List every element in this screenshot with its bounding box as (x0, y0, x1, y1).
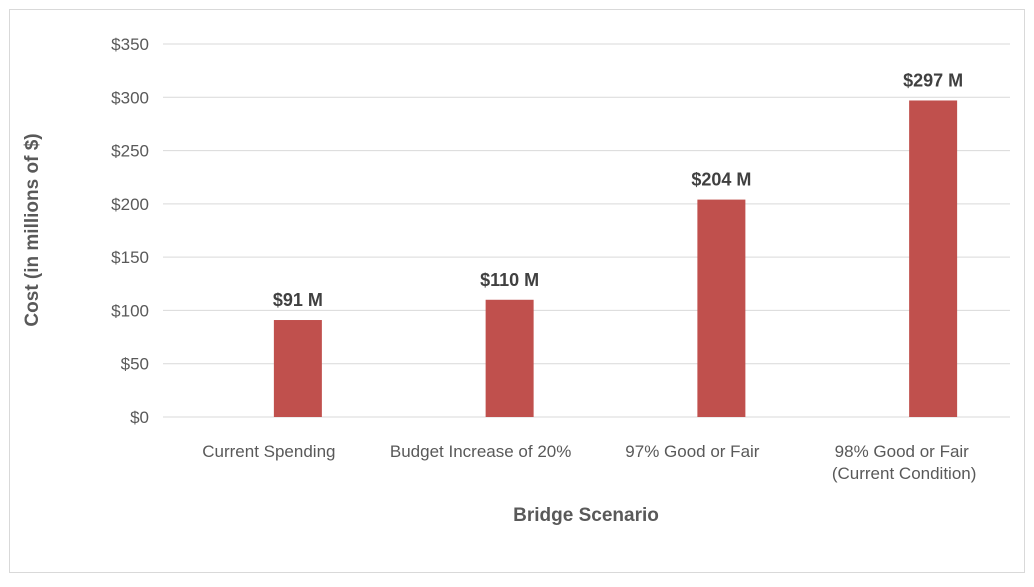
x-tick-label-line: (Current Condition) (832, 464, 977, 483)
x-tick-label-line: 98% Good or Fair (835, 442, 974, 461)
x-tick-label: 97% Good or Fair (625, 442, 760, 461)
x-tick-label: 98% Good or Fair (Current Condition) (832, 442, 977, 483)
y-axis-title: Cost (in millions of $) (22, 133, 43, 326)
y-tick-label: $350 (111, 35, 149, 54)
x-axis-title: Bridge Scenario (513, 505, 659, 526)
x-tick-label: Current Spending (202, 442, 335, 461)
data-label: $297 M (903, 70, 963, 90)
bar (273, 320, 322, 417)
y-tick-label: $300 (111, 88, 149, 107)
chart-border (9, 9, 1025, 573)
y-tick-label: $250 (111, 142, 149, 161)
bar (485, 299, 534, 417)
x-tick-label-line: Current Spending (202, 442, 335, 461)
y-tick-label: $150 (111, 248, 149, 267)
y-tick-label: $100 (111, 301, 149, 320)
y-tick-label: $200 (111, 195, 149, 214)
x-tick-label-line: Budget Increase of 20% (390, 442, 571, 461)
data-label: $91 M (273, 290, 323, 310)
x-tick-label-line: 97% Good or Fair (625, 442, 760, 461)
bar (909, 100, 958, 418)
data-label: $204 M (691, 170, 751, 190)
x-tick-label: Budget Increase of 20% (390, 442, 571, 461)
data-label: $110 M (480, 270, 539, 290)
y-tick-label: $50 (121, 355, 149, 374)
y-tick-label: $0 (130, 408, 149, 427)
bar (697, 199, 746, 417)
